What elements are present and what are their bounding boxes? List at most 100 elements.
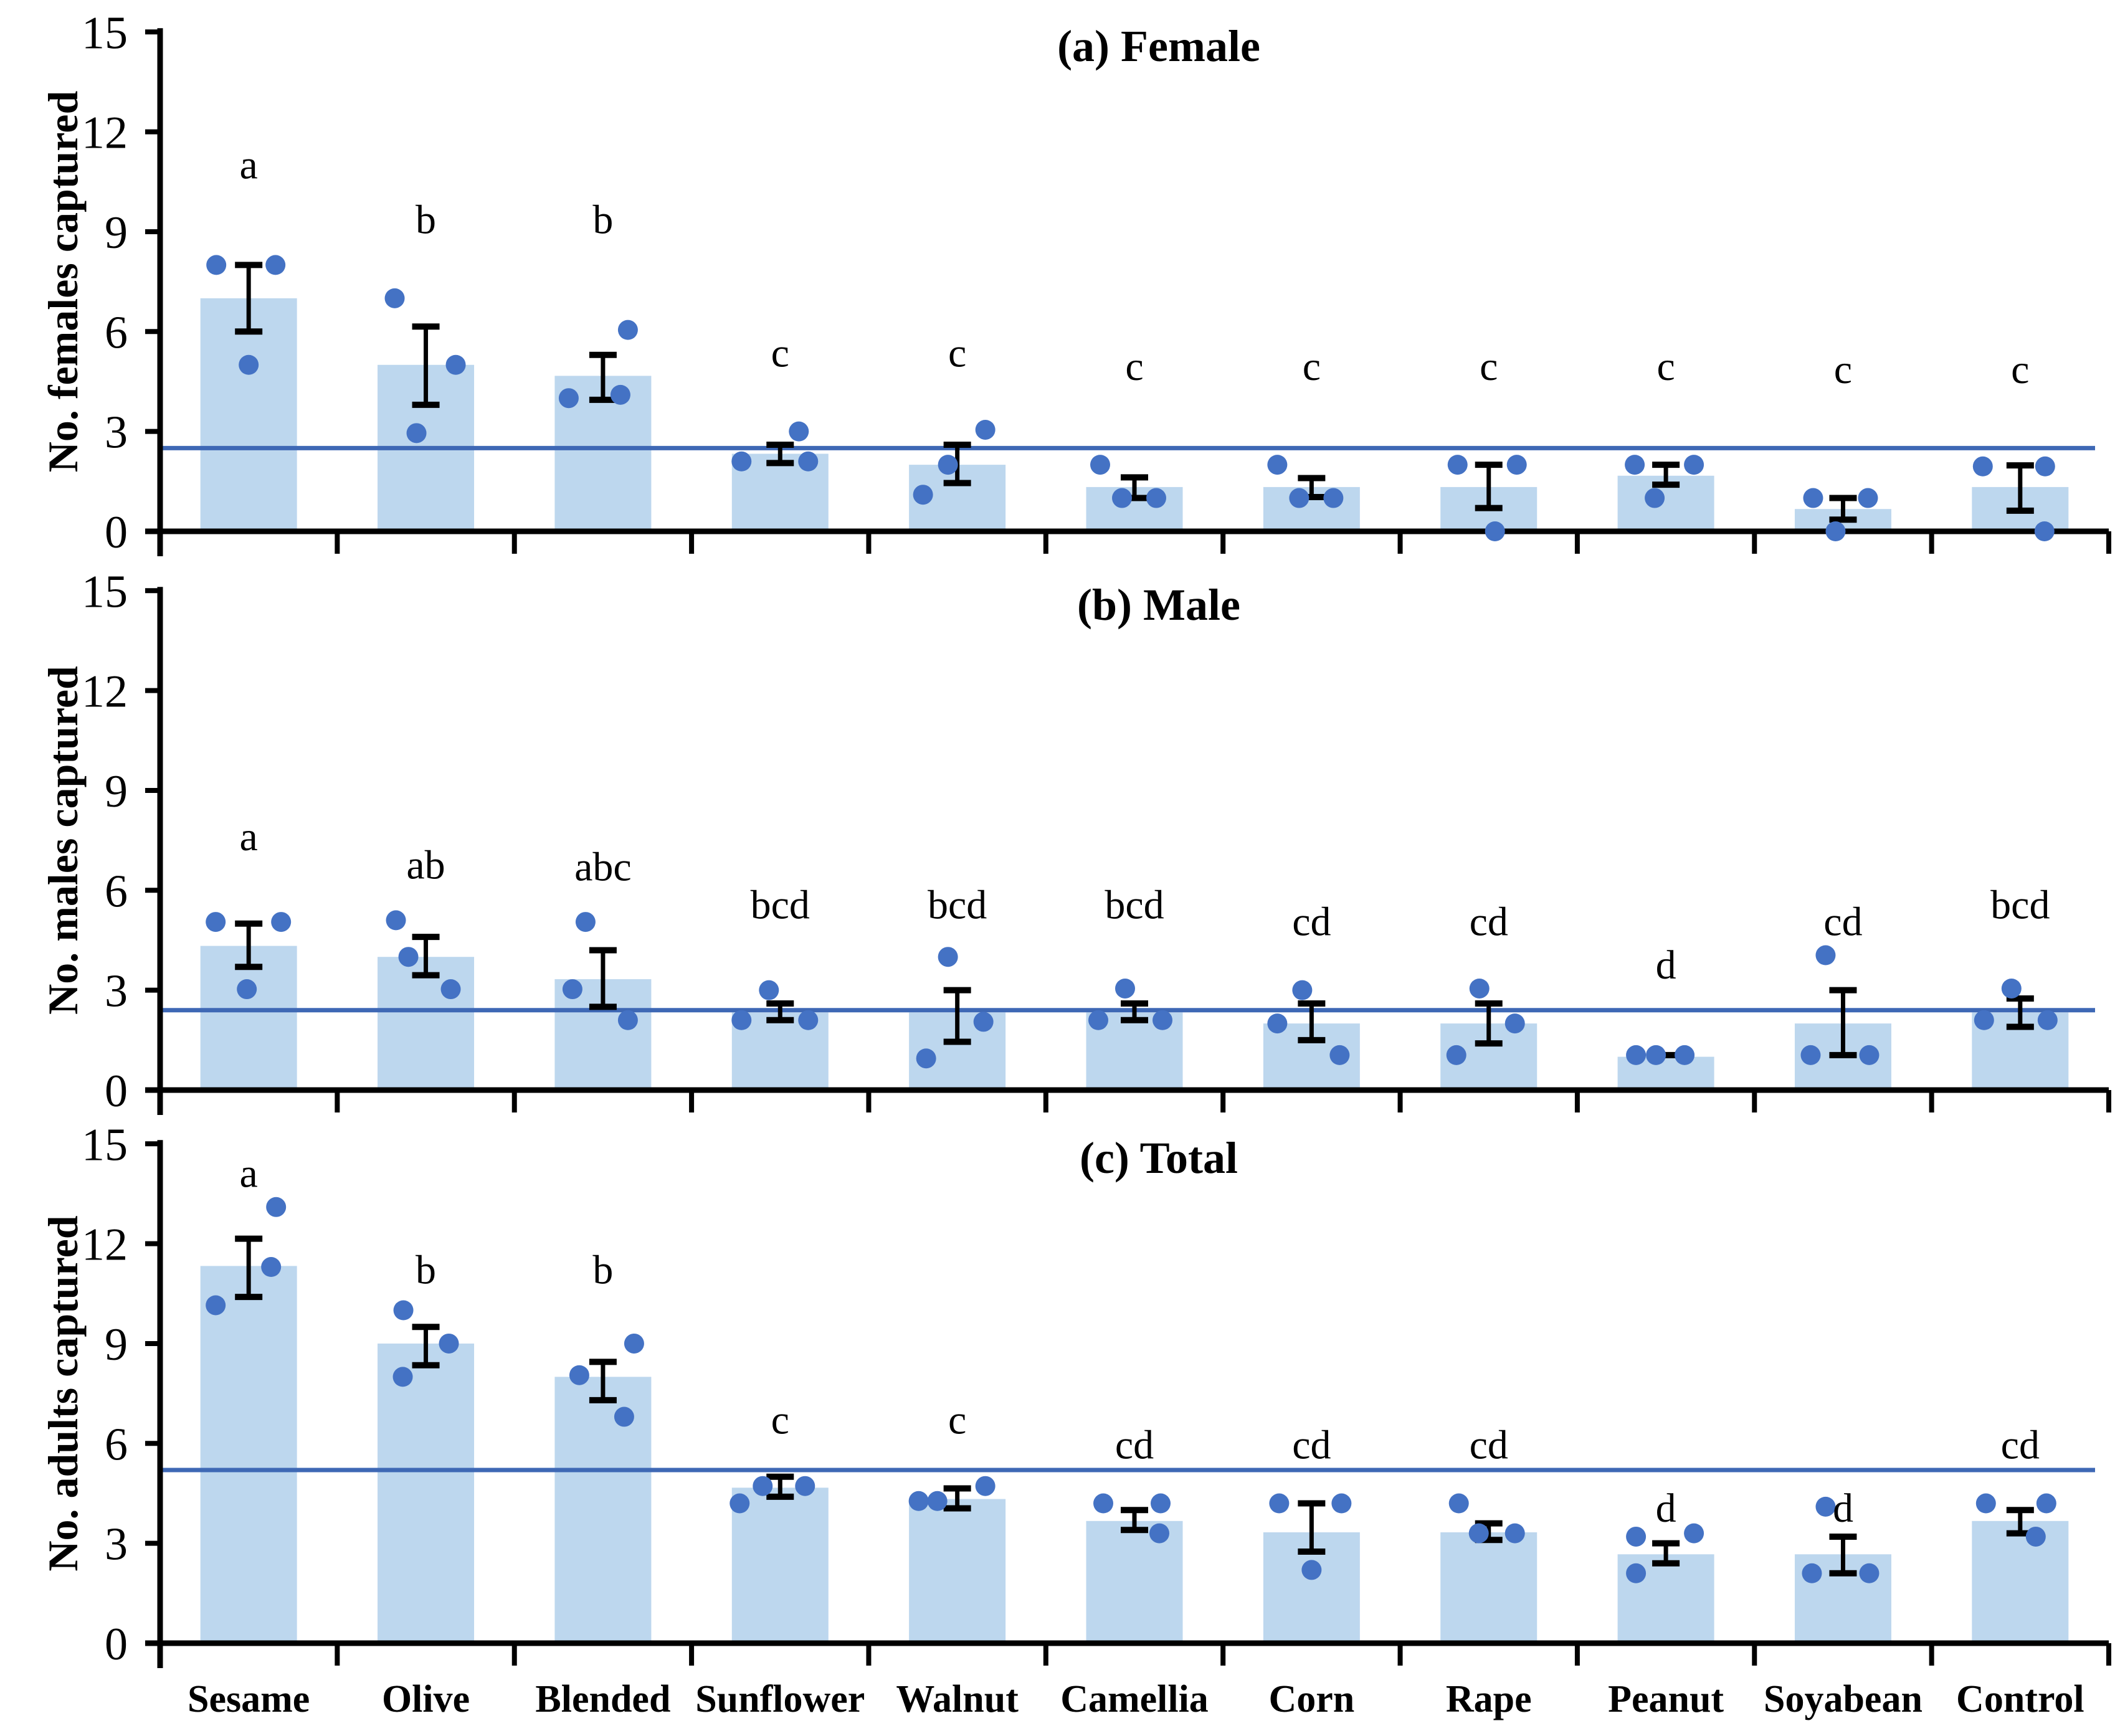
data-point — [1090, 455, 1110, 475]
data-point — [795, 1476, 815, 1496]
data-point — [1267, 1013, 1288, 1034]
data-point — [798, 451, 819, 472]
data-point — [1975, 1493, 1996, 1514]
bar-olive — [378, 957, 475, 1090]
sig-letter: d — [1656, 1486, 1676, 1531]
data-point — [938, 455, 958, 475]
y-tick-label: 3 — [105, 407, 128, 458]
error-bar — [2006, 462, 2034, 514]
error-bar — [1652, 1540, 1680, 1567]
sig-letter: ab — [406, 843, 445, 888]
sig-letter: cd — [1470, 899, 1508, 944]
data-point — [1859, 1563, 1880, 1583]
data-point — [731, 1010, 752, 1030]
data-point — [392, 1367, 413, 1387]
data-point — [1292, 980, 1313, 1000]
sig-letter: c — [1480, 344, 1498, 389]
data-point — [575, 912, 596, 932]
sig-letter: c — [771, 1397, 789, 1443]
error-bar — [589, 947, 617, 1010]
data-point — [266, 1197, 287, 1217]
data-point — [798, 1010, 819, 1030]
data-point — [1088, 1010, 1108, 1030]
error-bar — [235, 262, 263, 335]
data-point — [558, 388, 579, 409]
data-point — [1974, 1010, 1994, 1030]
data-point — [1267, 455, 1288, 475]
data-point — [614, 1406, 634, 1427]
data-point — [1468, 1523, 1489, 1544]
bar-sesame — [200, 298, 297, 531]
error-bar — [1121, 1000, 1148, 1023]
y-tick-label: 0 — [105, 507, 128, 558]
data-point — [1815, 1496, 1836, 1517]
data-point — [1626, 1563, 1647, 1583]
y-axis-title: No. females captured — [39, 91, 87, 473]
data-point — [1329, 1045, 1350, 1065]
sig-letter: d — [1833, 1486, 1853, 1531]
y-tick-label: 6 — [105, 307, 128, 358]
sig-letter: cd — [1292, 1422, 1331, 1468]
category-label: Blended — [535, 1678, 670, 1720]
error-bar — [412, 934, 440, 979]
data-point — [1149, 1523, 1169, 1544]
data-point — [1825, 521, 1846, 541]
sig-letter: a — [240, 1151, 258, 1197]
y-tick-label: 0 — [105, 1619, 128, 1670]
error-bar — [235, 1235, 263, 1301]
data-point — [1626, 1526, 1647, 1547]
data-point — [2035, 456, 2055, 477]
data-point — [1859, 1045, 1880, 1065]
data-point — [1146, 488, 1166, 508]
data-point — [2025, 1526, 2046, 1547]
data-point — [2034, 521, 2055, 541]
y-tick-label: 15 — [82, 1119, 128, 1170]
data-point — [1323, 488, 1344, 508]
data-point — [1646, 1045, 1666, 1065]
panel-male: 0 3 6 9 12 15 a ab abc bcd bcd bcd cd cd d cd bcd (b) Mal… — [39, 566, 2111, 1117]
sig-letter: bcd — [928, 883, 987, 928]
data-point — [1684, 1523, 1704, 1544]
sig-letter: cd — [1292, 899, 1331, 944]
data-point — [975, 419, 996, 440]
y-tick-label: 9 — [105, 766, 128, 817]
data-point — [1153, 1010, 1172, 1030]
category-label: Control — [1956, 1678, 2084, 1720]
error-bar — [943, 987, 971, 1045]
sig-letter: bcd — [751, 883, 810, 928]
error-bar — [943, 1485, 971, 1512]
sig-letter: c — [1834, 347, 1852, 392]
sig-letter: cd — [1115, 1422, 1154, 1468]
sig-letter: c — [948, 1397, 966, 1443]
bar-olive — [378, 1343, 475, 1643]
y-tick-label: 6 — [105, 866, 128, 917]
data-point — [1858, 488, 1878, 508]
sig-letter: b — [416, 197, 436, 243]
data-point — [261, 1257, 282, 1278]
sig-letter: bcd — [1990, 883, 2050, 928]
data-point — [1802, 1563, 1822, 1583]
data-point — [206, 1295, 226, 1316]
data-point — [753, 1476, 773, 1496]
data-point — [393, 1300, 414, 1321]
data-point — [1093, 1493, 1113, 1514]
y-axis-title: No. adults captured — [39, 1215, 87, 1571]
sig-letter: c — [948, 330, 966, 376]
data-point — [759, 980, 779, 1000]
panel-title: (c) Total — [1080, 1133, 1238, 1183]
error-bar — [766, 442, 794, 467]
y-tick-label: 0 — [105, 1066, 128, 1117]
data-point — [2001, 978, 2022, 998]
data-point — [789, 421, 809, 442]
data-point — [916, 1048, 936, 1069]
sig-letter: bcd — [1105, 883, 1164, 928]
error-bar — [2006, 995, 2034, 1030]
sig-letter: c — [2011, 347, 2029, 392]
data-point — [1625, 455, 1645, 475]
y-tick-label: 3 — [105, 1519, 128, 1570]
bar-rape — [1440, 1532, 1538, 1643]
error-bar — [1652, 462, 1680, 488]
data-point — [975, 1476, 996, 1496]
